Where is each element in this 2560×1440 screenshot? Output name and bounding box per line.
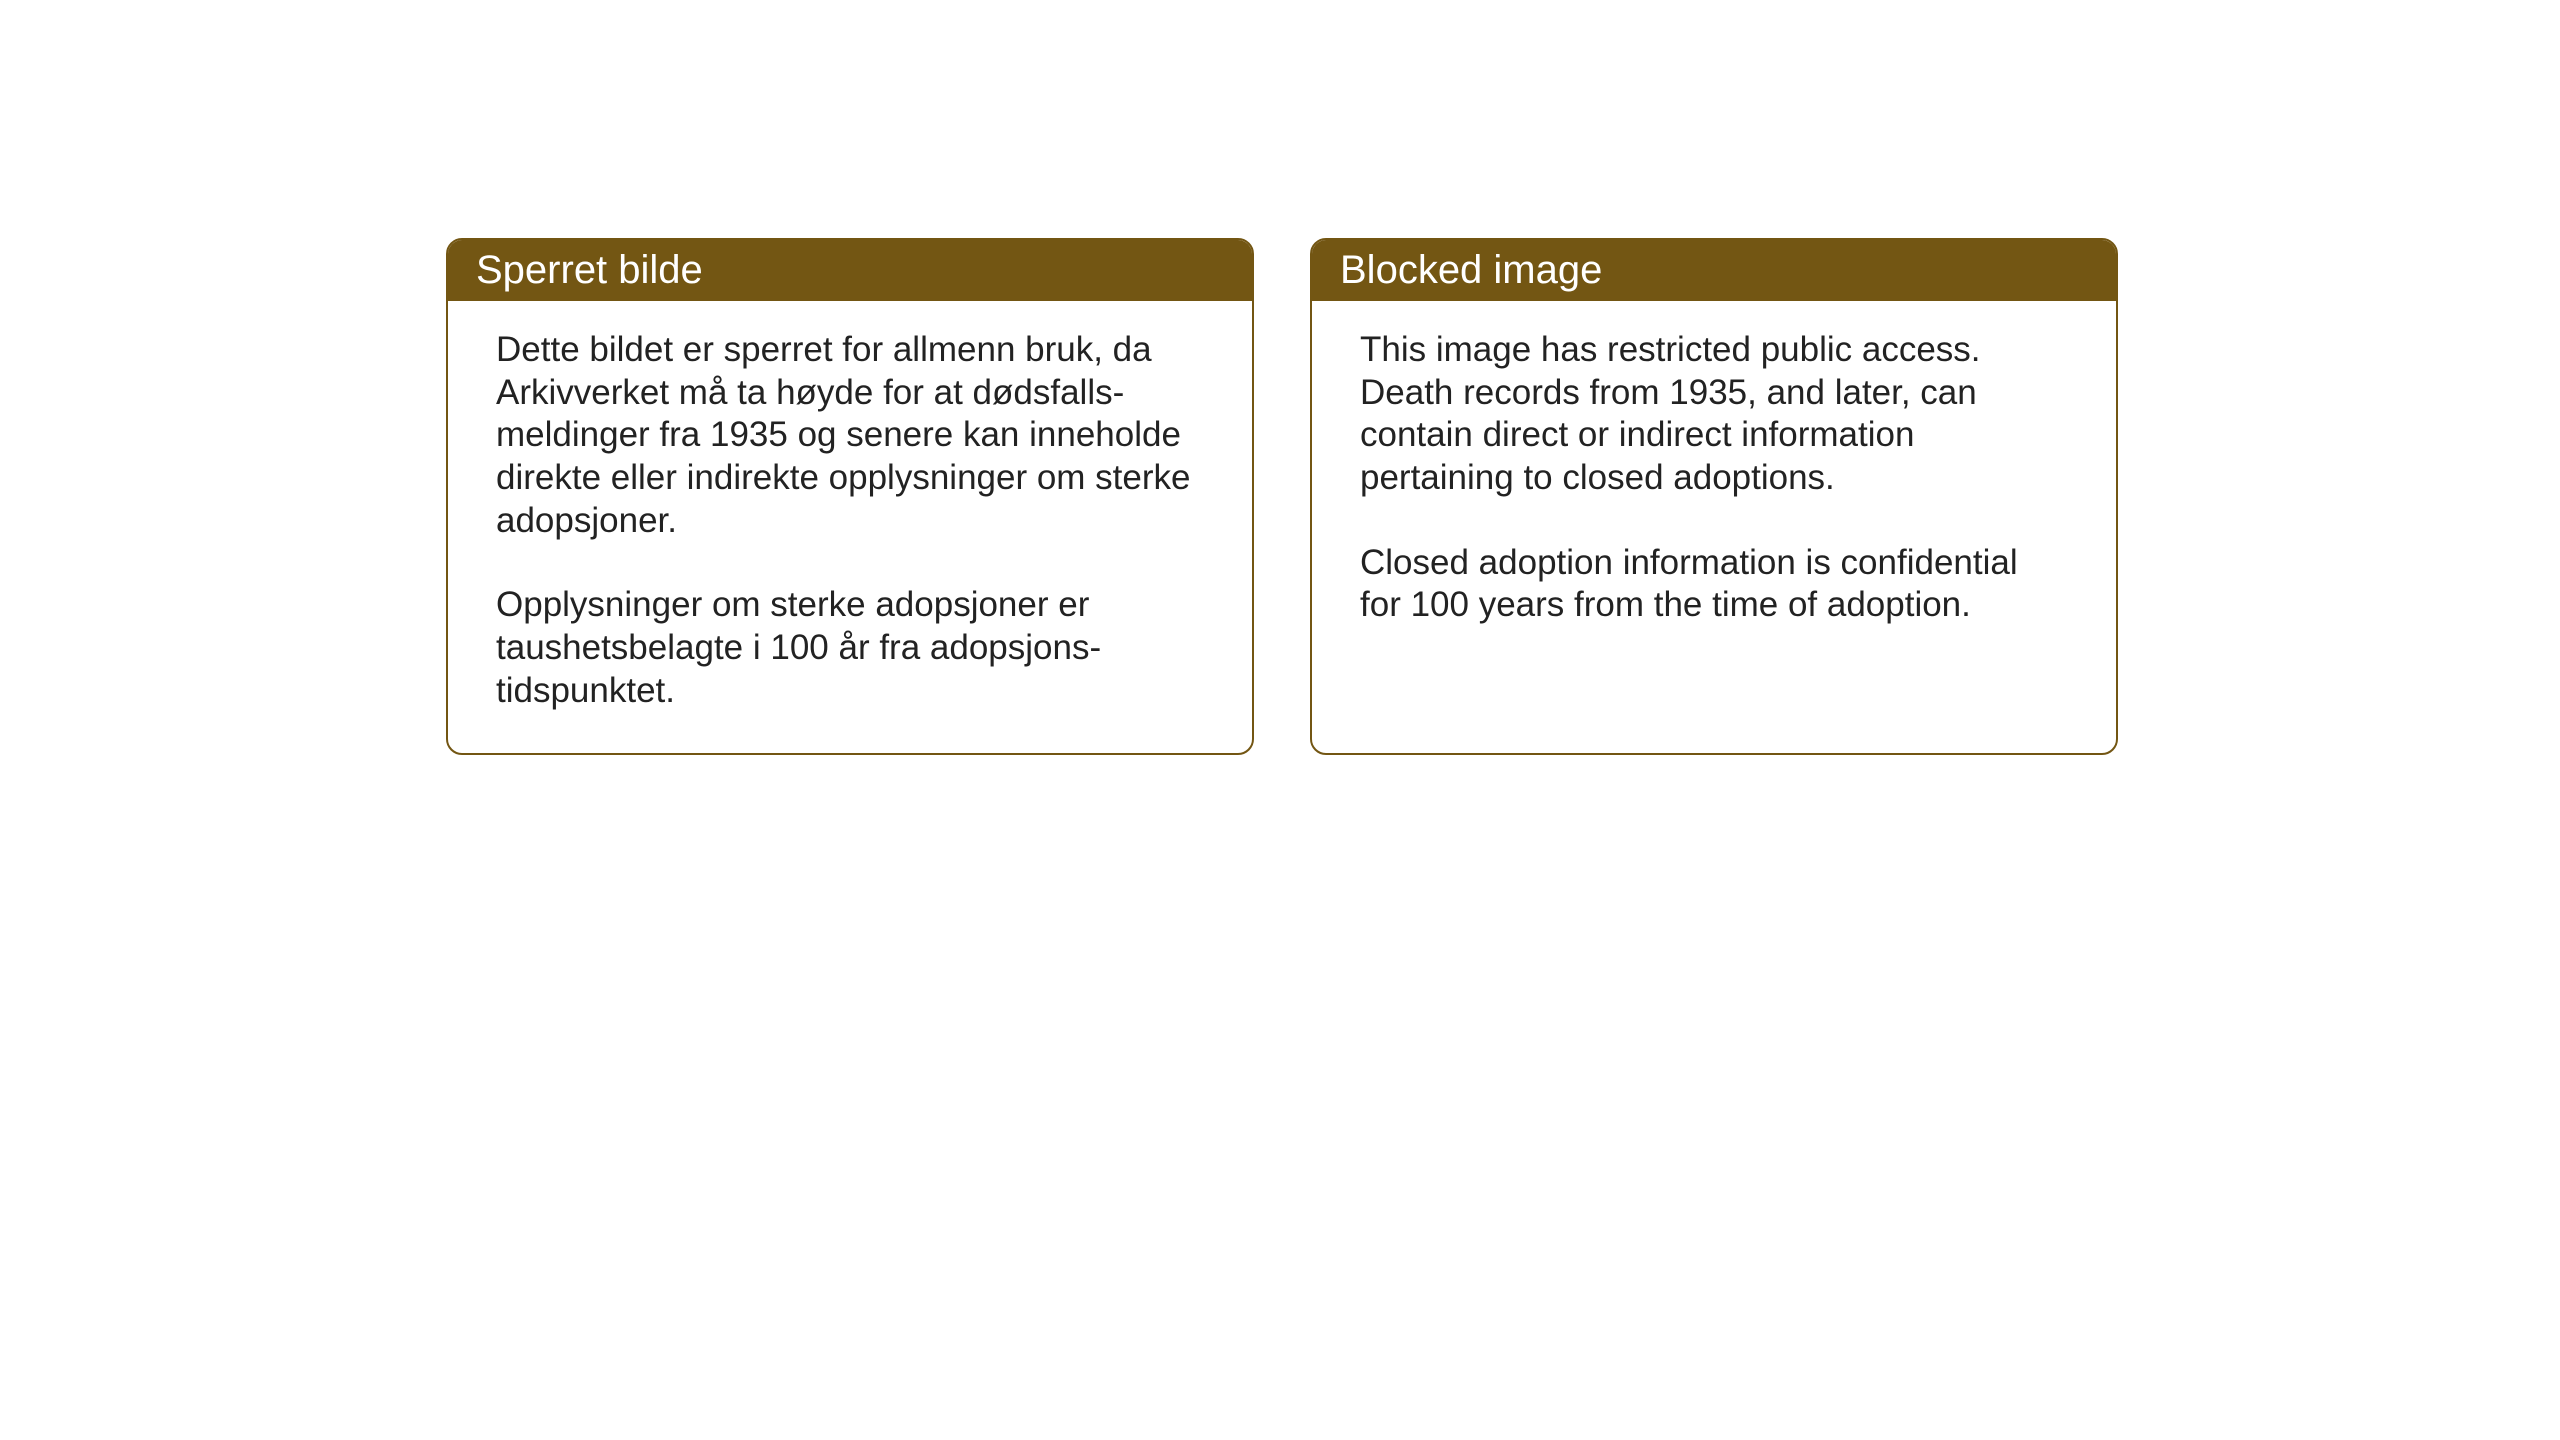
notice-paragraph-2-norwegian: Opplysninger om sterke adopsjoner er tau… — [496, 584, 1204, 712]
notice-body-norwegian: Dette bildet er sperret for allmenn bruk… — [448, 301, 1252, 753]
notice-container: Sperret bilde Dette bildet er sperret fo… — [446, 238, 2118, 755]
notice-header-english: Blocked image — [1312, 240, 2116, 301]
notice-card-norwegian: Sperret bilde Dette bildet er sperret fo… — [446, 238, 1254, 755]
notice-header-norwegian: Sperret bilde — [448, 240, 1252, 301]
notice-body-english: This image has restricted public access.… — [1312, 301, 2116, 721]
notice-paragraph-2-english: Closed adoption information is confident… — [1360, 542, 2068, 627]
notice-card-english: Blocked image This image has restricted … — [1310, 238, 2118, 755]
notice-paragraph-1-english: This image has restricted public access.… — [1360, 329, 2068, 500]
notice-paragraph-1-norwegian: Dette bildet er sperret for allmenn bruk… — [496, 329, 1204, 542]
